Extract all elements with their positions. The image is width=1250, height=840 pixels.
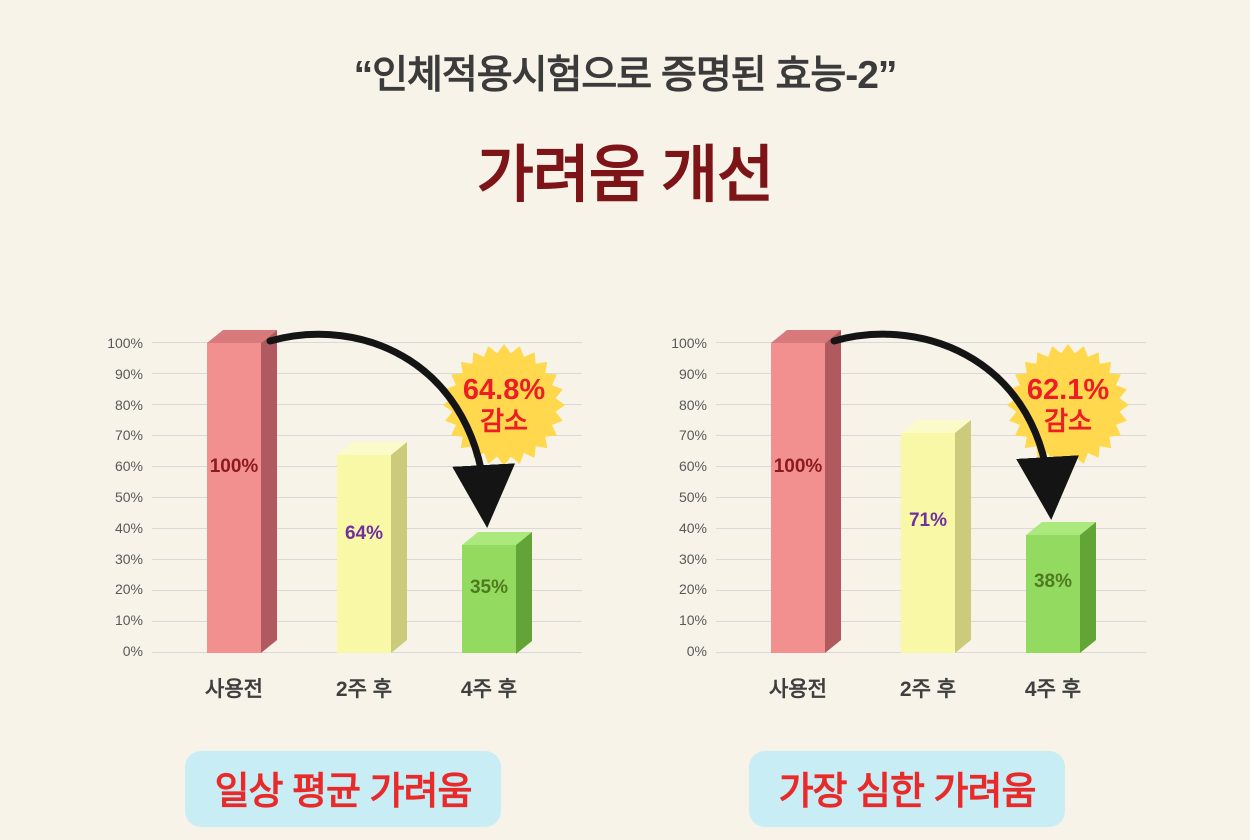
y-tick-label: 0% xyxy=(686,642,707,659)
y-tick-label: 50% xyxy=(678,488,707,505)
y-tick-label: 90% xyxy=(678,365,707,382)
reduction-badge: 62.1% 감소 xyxy=(1006,343,1130,467)
y-axis: 100% 90% 80% 70% 60% 50% 40% 30% 20% 10%… xyxy=(104,335,152,659)
y-tick-label: 90% xyxy=(114,365,143,382)
y-tick-label: 60% xyxy=(114,458,143,475)
x-category-label: 2주 후 xyxy=(899,678,957,701)
plot-area: 100% 71% 38% 62.1% 감소 xyxy=(716,330,1146,653)
y-tick-label: 70% xyxy=(678,427,707,444)
y-tick-label: 60% xyxy=(678,458,707,475)
bar-week4: 35% xyxy=(462,544,516,653)
plot-area: 100% 64% 35% 64.8% 감소 xyxy=(152,330,582,653)
chart-worst-itch: 100% 90% 80% 70% 60% 50% 40% 30% 20% 10%… xyxy=(668,330,1146,827)
y-axis: 100% 90% 80% 70% 60% 50% 40% 30% 20% 10%… xyxy=(668,335,716,659)
y-tick-label: 100% xyxy=(107,335,143,351)
y-tick-label: 30% xyxy=(114,550,143,567)
x-category-label: 4주 후 xyxy=(1024,678,1082,701)
bar-week2: 64% xyxy=(337,454,391,653)
chart-caption: 가장 심한 가려움 xyxy=(748,751,1066,827)
bar-before-use: 100% xyxy=(207,343,261,653)
chart-daily-average-itch: 100% 90% 80% 70% 60% 50% 40% 30% 20% 10%… xyxy=(104,330,582,827)
y-tick-label: 40% xyxy=(678,519,707,536)
bar-value-label: 100% xyxy=(209,456,259,477)
x-category-label: 사용전 xyxy=(769,678,827,701)
y-tick-label: 10% xyxy=(678,612,707,629)
badge-label: 감소 xyxy=(480,405,528,436)
plot-row: 100% 90% 80% 70% 60% 50% 40% 30% 20% 10%… xyxy=(104,330,582,659)
charts-row: 100% 90% 80% 70% 60% 50% 40% 30% 20% 10%… xyxy=(0,330,1250,827)
bar-before-use: 100% xyxy=(771,343,825,653)
page-header: “인체적용시험으로 증명된 효능-2” 가려움 개선 xyxy=(0,0,1250,214)
bar-value-label: 35% xyxy=(469,576,509,598)
x-category-label: 4주 후 xyxy=(460,678,518,701)
badge-text: 64.8% 감소 xyxy=(463,374,545,436)
x-category-label: 사용전 xyxy=(205,678,263,701)
y-tick-label: 30% xyxy=(678,550,707,567)
y-tick-label: 20% xyxy=(114,581,143,598)
y-tick-label: 100% xyxy=(671,335,707,351)
y-tick-label: 80% xyxy=(114,396,143,413)
bar-value-label: 38% xyxy=(1033,571,1073,593)
bar-value-label: 100% xyxy=(773,456,823,477)
y-tick-label: 0% xyxy=(122,642,143,659)
page-title: 가려움 개선 xyxy=(476,141,774,210)
badge-percent: 64.8% xyxy=(462,374,546,407)
bar-week2: 71% xyxy=(901,432,955,653)
x-category-label: 2주 후 xyxy=(335,678,393,701)
badge-percent: 62.1% xyxy=(1026,374,1110,407)
x-axis: 사용전 2주 후 4주 후 xyxy=(152,659,582,705)
page-subtitle: “인체적용시험으로 증명된 효능-2” xyxy=(353,54,898,97)
bar-value-label: 71% xyxy=(908,509,948,531)
badge-label: 감소 xyxy=(1044,405,1092,436)
badge-text: 62.1% 감소 xyxy=(1027,374,1109,436)
y-tick-label: 40% xyxy=(114,519,143,536)
y-tick-label: 10% xyxy=(114,612,143,629)
x-axis: 사용전 2주 후 4주 후 xyxy=(716,659,1146,705)
reduction-badge: 64.8% 감소 xyxy=(442,343,566,467)
y-tick-label: 20% xyxy=(678,581,707,598)
y-tick-label: 80% xyxy=(678,396,707,413)
y-tick-label: 50% xyxy=(114,488,143,505)
y-tick-label: 70% xyxy=(114,427,143,444)
bar-value-label: 64% xyxy=(344,522,384,544)
plot-row: 100% 90% 80% 70% 60% 50% 40% 30% 20% 10%… xyxy=(668,330,1146,659)
chart-caption: 일상 평균 가려움 xyxy=(184,751,502,827)
bar-week4: 38% xyxy=(1026,535,1080,653)
